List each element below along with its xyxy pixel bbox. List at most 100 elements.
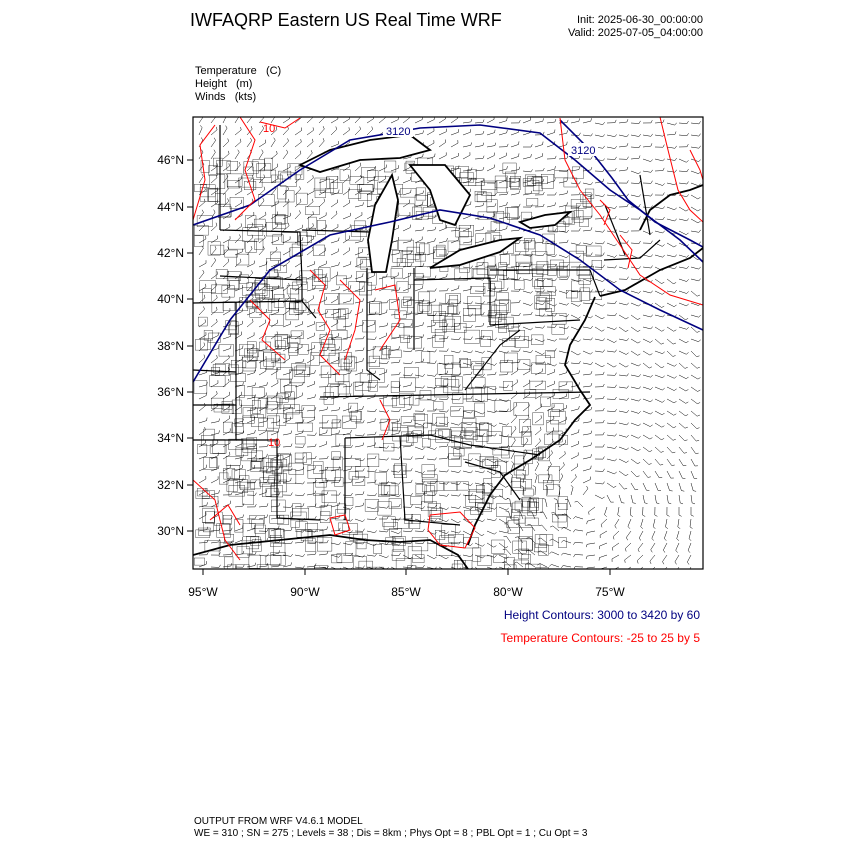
wind-barb: [246, 211, 255, 220]
wind-barb: [378, 529, 389, 533]
wind-barb: [570, 350, 581, 356]
county-outline: [465, 427, 478, 440]
county-outline: [349, 411, 362, 420]
county-outline: [198, 316, 208, 327]
wind-barb: [198, 117, 204, 124]
county-outline: [238, 177, 254, 188]
wind-barb: [294, 321, 304, 328]
wind-barb: [498, 458, 509, 463]
county-outline: [443, 481, 458, 491]
county-outline: [223, 515, 232, 525]
wind-barb: [558, 336, 569, 340]
wind-barb: [294, 503, 305, 508]
county-outline: [498, 316, 514, 329]
wind-barb: [606, 229, 617, 233]
county-outline: [463, 308, 476, 322]
wind-barb: [282, 562, 292, 568]
county-outline: [249, 515, 265, 524]
wind-barb: [654, 230, 665, 234]
county-outline: [275, 201, 289, 217]
wind-barb: [282, 117, 290, 124]
county-outline: [500, 360, 513, 373]
wind-barb: [306, 138, 314, 148]
county-outline: [575, 245, 587, 254]
latitude-axis: [187, 159, 193, 532]
wind-barb: [558, 314, 569, 317]
county-outline: [197, 444, 208, 454]
wind-barb: [510, 141, 520, 148]
wind-barb: [642, 326, 653, 330]
wind-barb: [306, 480, 317, 484]
county-outline: [212, 364, 226, 373]
county-outline: [245, 215, 257, 228]
wind-barb: [534, 415, 542, 424]
wind-barb: [594, 278, 605, 282]
county-outline: [437, 363, 453, 375]
wind-barb: [588, 506, 596, 515]
wind-barb: [402, 529, 413, 533]
wind-barb: [378, 445, 389, 449]
temperature-legend: Temperature Contours: -25 to 25 by 5: [500, 631, 700, 645]
wind-barb: [378, 566, 389, 569]
county-outline: [407, 565, 417, 569]
county-outline: [463, 410, 475, 419]
wind-barb: [630, 326, 641, 332]
county-outline: [477, 555, 492, 566]
county-outline: [540, 396, 551, 407]
wind-barb: [378, 117, 386, 124]
wind-barb: [258, 125, 264, 136]
wind-barb: [486, 566, 497, 569]
county-outline: [200, 160, 210, 173]
wind-barb: [582, 465, 592, 472]
wind-barb: [198, 551, 209, 556]
county-outline: [283, 469, 297, 484]
county-outline: [513, 515, 526, 524]
county-outline: [215, 269, 228, 279]
wind-barb: [210, 126, 218, 136]
wind-barb: [654, 386, 665, 391]
county-outline: [455, 227, 469, 238]
county-outline: [305, 523, 318, 532]
map-title: IWFAQRP Eastern US Real Time WRF: [190, 10, 502, 30]
wind-barb: [534, 289, 545, 293]
wind-barb: [342, 455, 353, 460]
wind-barb: [390, 250, 400, 256]
county-outline: [513, 559, 529, 569]
county-outline: [534, 295, 550, 310]
county-outline: [472, 436, 483, 446]
county-outline: [541, 174, 554, 189]
wind-barb: [282, 138, 289, 148]
wind-barb: [654, 254, 665, 258]
wind-barb: [474, 350, 485, 354]
wind-barb: [270, 150, 278, 160]
lon-label: 80°W: [493, 585, 523, 599]
wind-barb: [390, 456, 401, 460]
county-outline: [527, 176, 542, 186]
wind-barb: [234, 199, 243, 208]
wind-barb: [270, 200, 279, 208]
wind-barb: [390, 263, 401, 268]
wind-barb: [270, 563, 281, 568]
county-outline: [368, 355, 380, 367]
wind-barb: [690, 386, 701, 392]
lat-label: 40°N: [157, 292, 184, 306]
wind-barb: [258, 223, 267, 232]
county-outline: [367, 453, 380, 467]
county-outline: [542, 233, 555, 244]
wind-barb: [258, 367, 267, 376]
valid-time: Valid: 2025-07-05_04:00:00: [568, 27, 703, 39]
wind-barb: [606, 265, 617, 269]
wind-barb: [354, 212, 363, 220]
wind-barb: [666, 470, 674, 479]
wind-barb: [306, 394, 316, 400]
wind-barb: [270, 429, 279, 436]
county-outline: [290, 511, 307, 521]
county-outline: [349, 176, 365, 185]
wind-barb: [678, 254, 689, 258]
county-outline: [194, 225, 209, 236]
county-outline: [519, 419, 531, 433]
wind-barb: [640, 518, 644, 529]
wind-barb: [474, 361, 485, 365]
wind-barb: [594, 338, 605, 341]
county-outline: [534, 534, 547, 548]
